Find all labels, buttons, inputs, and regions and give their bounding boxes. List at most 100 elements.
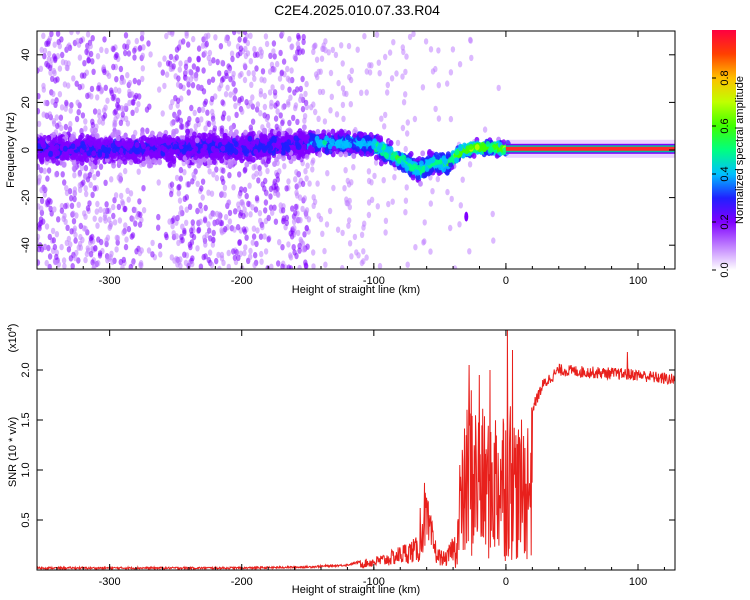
spectrogram-noise-cell (496, 84, 501, 92)
spectrogram-noise-cell (92, 263, 97, 269)
spectrogram-noise-cell (450, 46, 456, 53)
spectrogram-noise-cell (182, 229, 187, 236)
spectrogram-band-cell (319, 133, 324, 140)
spectrogram-noise-cell (198, 263, 204, 269)
spectrogram-noise-cell (297, 181, 302, 188)
spectrogram-noise-cell (203, 241, 208, 248)
spectrogram-noise-cell (282, 163, 287, 170)
spectrogram-noise-cell (280, 207, 286, 214)
spectrogram-noise-cell (93, 245, 98, 252)
spectrogram-noise-cell (200, 194, 205, 201)
spectrogram-noise-cell (138, 211, 143, 218)
spectrogram-noise-cell (304, 80, 309, 88)
spectrogram-noise-cell (75, 38, 80, 45)
spectrogram-band-cell (171, 155, 177, 162)
spectrogram-noise-cell (206, 221, 211, 228)
spectrogram-noise-cell (213, 34, 218, 41)
spectrogram-noise-cell (323, 261, 328, 268)
spectrogram-noise-cell (137, 249, 143, 257)
spectrogram-noise-cell (116, 174, 122, 181)
spectrogram-noise-cell (342, 185, 347, 192)
spectrogram-band-cell (201, 135, 207, 142)
spectrogram-noise-cell (235, 224, 241, 231)
spectrogram-noise-cell (275, 172, 280, 179)
spectrogram-noise-cell (128, 190, 134, 197)
snr-panel: -300 -200 -100 0 100 0.51.01.52.0 Height of … (7, 324, 676, 596)
spectrogram-band-cell (222, 132, 228, 139)
spectrogram-noise-cell (105, 234, 111, 241)
spectrogram-band-cell (125, 154, 131, 161)
spectrogram-band-cell (272, 161, 277, 167)
spectrogram-noise-cell (405, 130, 410, 137)
spectrogram-x-tick-label: 100 (629, 275, 647, 287)
spectrogram-band-cell (94, 133, 100, 139)
spectrogram-band-cell (271, 149, 276, 156)
spectrogram-noise-cell (302, 231, 307, 238)
spectrogram-noise-cell (258, 87, 264, 95)
spectrogram-noise-cell (227, 67, 232, 74)
spectrogram-noise-cell (47, 50, 52, 58)
spectrogram-noise-cell (405, 119, 410, 126)
spectrogram-noise-cell (226, 199, 231, 207)
spectrogram-band-cell (316, 142, 322, 149)
spectrogram-noise-cell (412, 115, 418, 123)
spectrogram-noise-cell (270, 84, 275, 91)
spectrogram-noise-cell (428, 200, 433, 207)
spectrogram-noise-cell (285, 65, 290, 73)
spectrogram-noise-cell (244, 192, 249, 200)
spectrogram-noise-cell (377, 70, 382, 77)
spectrogram-noise-cell (242, 186, 248, 194)
snr-y-multiplier: (x104) (7, 324, 19, 353)
colorbar-label: Normalized spectral amplitude (734, 76, 746, 224)
spectrogram-band-cell (253, 148, 259, 155)
spectrogram-noise-cell (467, 248, 472, 255)
spectrogram-band-cell (212, 159, 217, 165)
spectrogram-band-cell (390, 154, 395, 161)
spectrogram-noise-cell (248, 58, 253, 65)
spectrogram-noise-cell (335, 226, 341, 233)
spectrogram-band-cell (134, 142, 140, 148)
spectrogram-noise-cell (300, 105, 306, 113)
spectrogram-noise-cell (428, 248, 433, 255)
spectrogram-noise-cell (243, 166, 248, 173)
spectrogram-noise-cell (141, 44, 146, 51)
spectrogram-band-cell (330, 138, 335, 145)
spectrogram-band-cell (61, 161, 67, 168)
spectrogram-noise-cell (228, 76, 233, 83)
spectrogram-band-cell (410, 174, 416, 181)
spectrogram-noise-cell (129, 233, 134, 240)
spectrogram-band-cell (121, 155, 127, 162)
spectrogram-noise-cell (294, 252, 299, 260)
spectrogram-noise-cell (96, 260, 101, 267)
spectrogram-noise-cell (342, 90, 347, 97)
spectrogram-noise-cell (150, 239, 155, 247)
spectrogram-y-tick-label: -40 (20, 237, 32, 253)
spectrogram-noise-cell (170, 99, 175, 106)
spectrogram-noise-cell (242, 206, 247, 213)
spectrogram-noise-cell (347, 240, 353, 247)
spectrogram-band-cell (40, 139, 46, 146)
spectrogram-noise-cell (272, 89, 278, 96)
spectrogram-noise-cell (61, 179, 67, 186)
spectrogram-band-cell (233, 141, 239, 148)
spectrogram-noise-cell (46, 56, 52, 63)
spectrogram-noise-cell (336, 79, 341, 87)
spectrogram-noise-cell (184, 194, 189, 201)
spectrogram-band-cell (141, 143, 147, 150)
spectrogram-noise-cell (263, 33, 269, 40)
spectrogram-noise-cell (372, 172, 377, 180)
spectrogram-noise-cell (160, 69, 165, 76)
spectrogram-noise-cell (284, 185, 289, 192)
spectrogram-noise-cell (394, 70, 399, 77)
spectrogram-noise-cell (346, 222, 351, 229)
spectrogram-noise-cell (287, 35, 292, 43)
spectrogram-noise-cell (288, 265, 294, 269)
spectrogram-band-cell (104, 152, 109, 159)
spectrogram-noise-cell (220, 114, 226, 122)
spectrogram-noise-cell (351, 164, 356, 171)
spectrogram-noise-cell (69, 31, 74, 36)
spectrogram-noise-cell (89, 93, 94, 100)
spectrogram-noise-cell (74, 115, 80, 123)
spectrogram-noise-cell (391, 39, 396, 46)
spectrogram-noise-cell (96, 236, 101, 243)
